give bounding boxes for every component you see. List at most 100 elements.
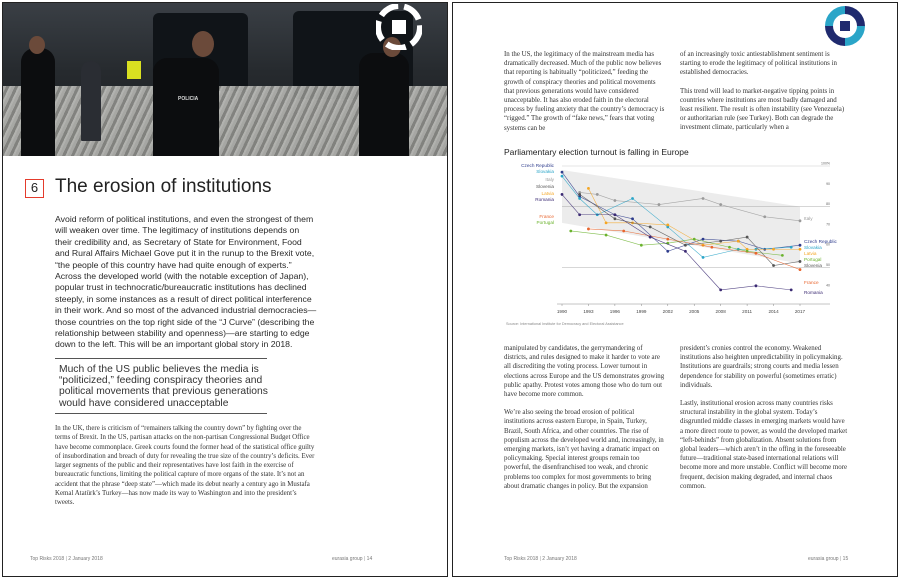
data-point: [754, 284, 758, 288]
column-1-top: In the US, the legitimacy of the mainstr…: [504, 50, 666, 142]
data-point: [604, 233, 608, 237]
data-point: [631, 197, 634, 200]
data-point: [613, 217, 617, 221]
right-series-label: Slovenia: [804, 263, 822, 268]
lead-paragraph: Avoid reform of political institutions, …: [55, 214, 317, 350]
footer-brand: eurasia group: [332, 556, 363, 562]
data-point: [587, 186, 590, 190]
series-line: [588, 228, 801, 270]
data-point: [798, 268, 802, 271]
column-1-bottom: manipulated by candidates, the gerrymand…: [504, 344, 666, 500]
data-point: [648, 235, 652, 239]
data-point: [578, 197, 582, 200]
left-page: POLICIA 6 The erosion of institutions Av…: [2, 2, 448, 577]
x-tick-label: 1993: [583, 309, 594, 314]
data-point: [692, 237, 696, 241]
x-tick-label: 1990: [557, 309, 568, 314]
y-tick-label: 70: [826, 222, 830, 226]
data-point: [684, 243, 687, 247]
right-series-label: Romania: [804, 290, 823, 295]
paragraph: president’s cronies control the economy.…: [680, 345, 843, 389]
data-point: [798, 247, 802, 251]
data-point: [798, 219, 802, 223]
data-point: [719, 239, 723, 243]
y-tick-label: 40: [826, 283, 830, 287]
data-point: [710, 245, 714, 249]
data-point: [560, 174, 564, 178]
eurasia-group-logo: [375, 3, 423, 51]
turnout-chart: 100% 90 80 70 60 50 40 1990 1993 1996 1999 2002 2005…: [500, 160, 845, 320]
page-number: 14: [366, 556, 373, 562]
left-series-label: Italy: [545, 177, 554, 182]
y-tick-label: 60: [826, 243, 830, 247]
chart-canvas: 100% 90 80 70 60 50 40 1990 1993 1996 1999 2002 2005…: [521, 162, 837, 315]
paragraph: of an increasingly toxic antiestablishme…: [680, 51, 837, 77]
data-point: [622, 229, 626, 233]
left-series-label: Slovakia: [536, 169, 554, 174]
police-officer: [359, 53, 409, 156]
data-point: [666, 249, 670, 253]
data-point: [780, 253, 784, 257]
data-point: [701, 237, 705, 241]
column-2-bottom: president’s cronies control the economy.…: [680, 344, 848, 500]
paragraph: In the US, the legitimacy of the mainstr…: [504, 51, 665, 132]
data-point: [789, 288, 793, 292]
series-line: [579, 192, 801, 222]
footer-right: eurasia group | 15: [808, 556, 849, 562]
data-point: [789, 245, 793, 249]
data-point: [701, 197, 705, 200]
y-tick-label: 50: [826, 263, 830, 267]
data-point: [648, 225, 652, 229]
y-tick-label: 100%: [821, 162, 830, 166]
data-point: [772, 264, 775, 267]
x-tick-label: 2017: [795, 309, 806, 314]
footer-left: Top Risks 2018 | 2 January 2018: [504, 556, 577, 562]
y-tick-label: 80: [826, 202, 830, 206]
chart-title: Parliamentary election turnout is fallin…: [504, 147, 689, 157]
paragraph: This trend will lead to market-negative …: [680, 87, 845, 132]
pull-quote: Much of the US public believes the media…: [59, 364, 268, 409]
series-line: [579, 194, 801, 266]
left-series-label: Latvia: [541, 191, 554, 196]
left-series-label: France: [539, 214, 554, 219]
x-tick-label: 2008: [716, 309, 727, 314]
footer-report: Top Risks 2018: [504, 556, 539, 562]
y-tick-label: 90: [826, 182, 830, 186]
data-point: [728, 245, 731, 249]
police-officer-center: [153, 58, 219, 156]
data-point: [754, 251, 758, 255]
data-point: [569, 229, 573, 233]
x-tick-label: 2014: [768, 309, 779, 314]
footer-date: 2 January 2018: [542, 556, 577, 562]
data-point: [666, 237, 670, 241]
footer-left: Top Risks 2018 | 2 January 2018: [30, 556, 103, 562]
data-point: [595, 193, 599, 196]
data-point: [772, 247, 775, 251]
data-point: [745, 235, 749, 239]
left-series-label: Slovenia: [536, 184, 554, 189]
series-line: [570, 230, 783, 256]
x-tick-label: 2002: [663, 309, 674, 314]
paragraph: We’re also seeing the broad erosion of p…: [504, 409, 664, 490]
data-point: [666, 225, 670, 229]
data-point: [684, 249, 687, 253]
x-tick-label: 1996: [610, 309, 621, 314]
cover-photo: POLICIA: [3, 3, 447, 156]
data-point: [578, 213, 582, 217]
data-point: [560, 193, 564, 196]
data-point: [631, 217, 634, 221]
data-point: [745, 247, 749, 251]
footer-right: eurasia group | 14: [332, 556, 373, 562]
data-point: [560, 170, 564, 174]
footer-date: 2 January 2018: [68, 556, 103, 562]
hi-vis-vest: [127, 61, 141, 79]
body-paragraph: In the UK, there is criticism of “remain…: [55, 425, 315, 507]
data-point: [719, 203, 723, 206]
data-point: [763, 215, 767, 219]
data-point: [666, 223, 670, 227]
data-point: [798, 243, 802, 247]
footer-report: Top Risks 2018: [30, 556, 65, 562]
right-series-label: France: [804, 280, 819, 285]
data-point: [613, 199, 617, 202]
series-line: [561, 194, 792, 291]
